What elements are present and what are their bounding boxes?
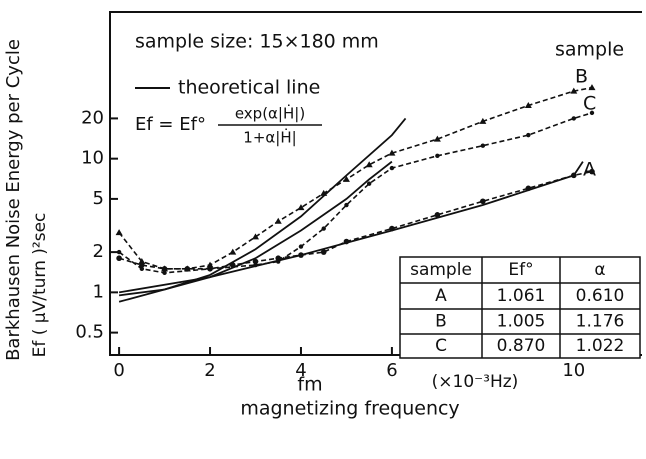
marker (298, 252, 304, 258)
theory-line (118, 160, 393, 303)
marker (388, 149, 396, 156)
table-cell: 0.870 (497, 336, 546, 356)
formula-lhs: Ef = Ef° (135, 114, 206, 135)
marker (298, 244, 304, 249)
table-cell: C (435, 336, 447, 356)
table-cell: B (435, 312, 447, 332)
x-tick-label: 4 (295, 360, 306, 381)
formula-numerator: exp(α|Ḣ|) (235, 104, 305, 123)
series-line (118, 170, 593, 270)
y-unit: Ef ( μV/turn )²sec (30, 213, 50, 358)
marker (366, 181, 372, 186)
x-tick-label: 10 (562, 360, 585, 381)
series-label: B (575, 66, 588, 88)
table-cell: 0.610 (576, 286, 625, 306)
marker (524, 101, 532, 108)
y-tick-label: 5 (93, 188, 104, 209)
y-tick-label: 2 (93, 241, 104, 262)
marker (274, 217, 282, 224)
series-line (118, 86, 593, 270)
marker (184, 266, 191, 272)
table-cell: α (594, 260, 605, 280)
marker (526, 132, 531, 138)
marker (589, 110, 595, 116)
marker (480, 143, 486, 148)
table-cell: A (435, 286, 447, 306)
marker (570, 87, 578, 94)
marker (389, 225, 395, 232)
marker (116, 249, 122, 255)
series-label: C (583, 93, 596, 115)
marker (342, 175, 350, 182)
table-cell: 1.176 (576, 312, 625, 332)
annotation: theoretical line (178, 77, 320, 99)
table-bg (399, 256, 641, 359)
marker (116, 255, 122, 262)
marker (206, 261, 214, 268)
marker (229, 248, 237, 255)
y-tick-label: 0.5 (75, 322, 104, 343)
marker (162, 270, 167, 276)
x-unit: (×10⁻³Hz) (432, 372, 519, 392)
marker (525, 185, 532, 192)
marker (139, 262, 145, 268)
marker (480, 198, 486, 205)
marker (297, 204, 305, 211)
marker (275, 255, 282, 262)
marker (139, 266, 145, 272)
marker (229, 262, 236, 268)
axes (109, 11, 642, 356)
table-cell: 1.061 (497, 286, 546, 306)
y-label: Barkhausen Noise Energy per Cycle (3, 39, 24, 361)
marker (321, 226, 326, 231)
y-tick-label: 10 (81, 148, 104, 169)
marker (343, 238, 350, 245)
series-label: A (583, 159, 596, 181)
x-tick-label: 0 (113, 360, 124, 381)
x-label: magnetizing frequency (240, 398, 459, 420)
marker (435, 153, 440, 159)
marker (389, 165, 395, 171)
x-tick-label: 6 (386, 360, 397, 381)
y-tick-label: 1 (93, 281, 104, 302)
x-symbol: fm (297, 374, 322, 396)
annotation: sample (555, 39, 624, 61)
marker (344, 202, 349, 208)
y-tick-label: 20 (81, 107, 104, 128)
marker (479, 117, 487, 124)
marker (365, 161, 373, 168)
marker (571, 116, 576, 121)
marker (207, 266, 213, 272)
marker (589, 168, 595, 175)
marker (252, 233, 260, 240)
table-cell: 1.022 (576, 336, 625, 356)
marker (138, 258, 146, 265)
marker (115, 229, 123, 236)
annotation: sample size: 15×180 mm (135, 31, 379, 53)
x-tick-label: 2 (204, 360, 215, 381)
marker (570, 172, 577, 179)
table-cell: Ef° (508, 260, 533, 280)
marker (434, 212, 441, 218)
marker (588, 84, 596, 91)
marker (252, 258, 259, 265)
table-cell: sample (410, 260, 472, 280)
marker (320, 189, 328, 196)
formula-denominator: 1+α|Ḣ| (243, 128, 296, 147)
marker (320, 249, 327, 255)
marker (161, 266, 168, 272)
marker (433, 135, 441, 142)
table-cell: 1.005 (497, 312, 546, 332)
